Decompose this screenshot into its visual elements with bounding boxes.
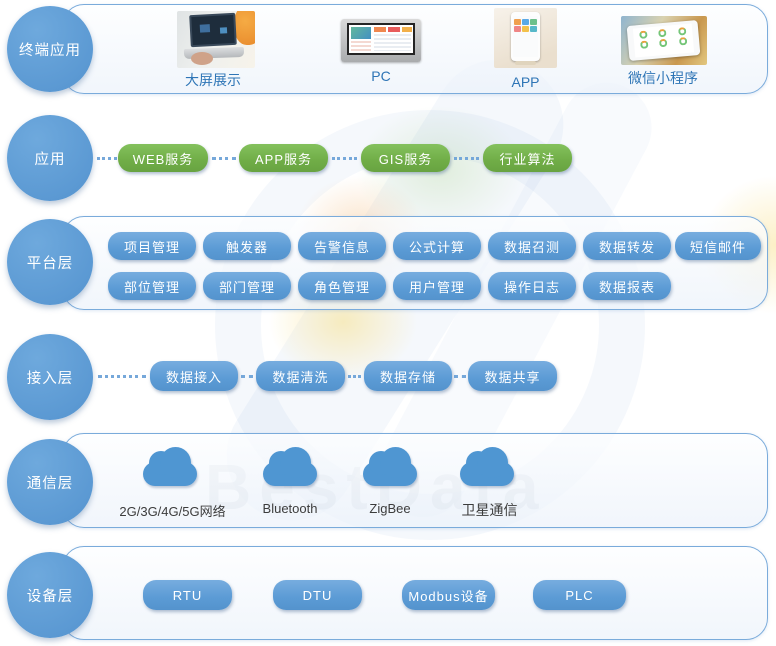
connector-dots	[454, 375, 466, 378]
layer-circle-device: 设备层	[7, 552, 93, 638]
layer-circle-application: 应用	[7, 115, 93, 201]
node-web-service: WEB服务	[118, 144, 208, 172]
node-data-polling: 数据召测	[488, 232, 576, 260]
cloud-icon-zigbee	[363, 447, 417, 486]
terminal-item-label-bigscreen: 大屏展示	[185, 72, 241, 88]
node-project-management: 项目管理	[108, 232, 196, 260]
node-data-report: 数据报表	[583, 272, 671, 300]
cloud-icon-bluetooth	[263, 447, 317, 486]
layer-circle-terminal: 终端应用	[7, 6, 93, 92]
node-role-management: 角色管理	[298, 272, 386, 300]
tablet-photo-icon	[621, 16, 707, 65]
connector-dots	[454, 157, 479, 160]
connector-dots	[332, 157, 357, 160]
phone-photo-icon	[494, 8, 557, 68]
node-user-management: 用户管理	[393, 272, 481, 300]
comm-label-bluetooth: Bluetooth	[262, 501, 318, 516]
connector-dots	[212, 157, 236, 160]
terminal-item-label-miniprogram: 微信小程序	[628, 70, 698, 86]
layer-circle-access: 接入层	[7, 334, 93, 420]
node-position-management: 部位管理	[108, 272, 196, 300]
connector-dots	[98, 375, 146, 378]
terminal-item-label-app: APP	[511, 74, 540, 90]
monitor-photo-icon	[341, 19, 421, 62]
node-sms-email: 短信邮件	[675, 232, 761, 260]
node-operation-log: 操作日志	[488, 272, 576, 300]
node-formula-calc: 公式计算	[393, 232, 481, 260]
node-data-forwarding: 数据转发	[583, 232, 671, 260]
cloud-icon-cellular	[143, 447, 197, 486]
comm-label-satellite: 卫星通信	[461, 502, 518, 518]
node-dtu: DTU	[273, 580, 362, 610]
cloud-icon-satellite	[460, 447, 514, 486]
node-alarm-info: 告警信息	[298, 232, 386, 260]
connector-dots	[348, 375, 361, 378]
node-gis-service: GIS服务	[361, 144, 450, 172]
node-rtu: RTU	[143, 580, 232, 610]
node-department-management: 部门管理	[203, 272, 291, 300]
node-data-storage: 数据存储	[364, 361, 452, 391]
node-data-cleaning: 数据清洗	[256, 361, 345, 391]
comm-label-zigbee: ZigBee	[369, 501, 411, 516]
node-modbus-device: Modbus设备	[402, 580, 495, 610]
node-industry-algorithm: 行业算法	[483, 144, 572, 172]
laptop-photo-icon	[177, 11, 255, 68]
comm-label-cellular: 2G/3G/4G/5G网络	[119, 504, 226, 519]
layer-circle-communication: 通信层	[7, 439, 93, 525]
node-trigger: 触发器	[203, 232, 291, 260]
terminal-item-label-pc: PC	[371, 68, 391, 84]
node-data-sharing: 数据共享	[468, 361, 557, 391]
connector-dots	[97, 157, 117, 160]
node-app-service: APP服务	[239, 144, 328, 172]
layer-circle-platform: 平台层	[7, 219, 93, 305]
node-data-access: 数据接入	[150, 361, 238, 391]
connector-dots	[241, 375, 253, 378]
node-plc: PLC	[533, 580, 626, 610]
